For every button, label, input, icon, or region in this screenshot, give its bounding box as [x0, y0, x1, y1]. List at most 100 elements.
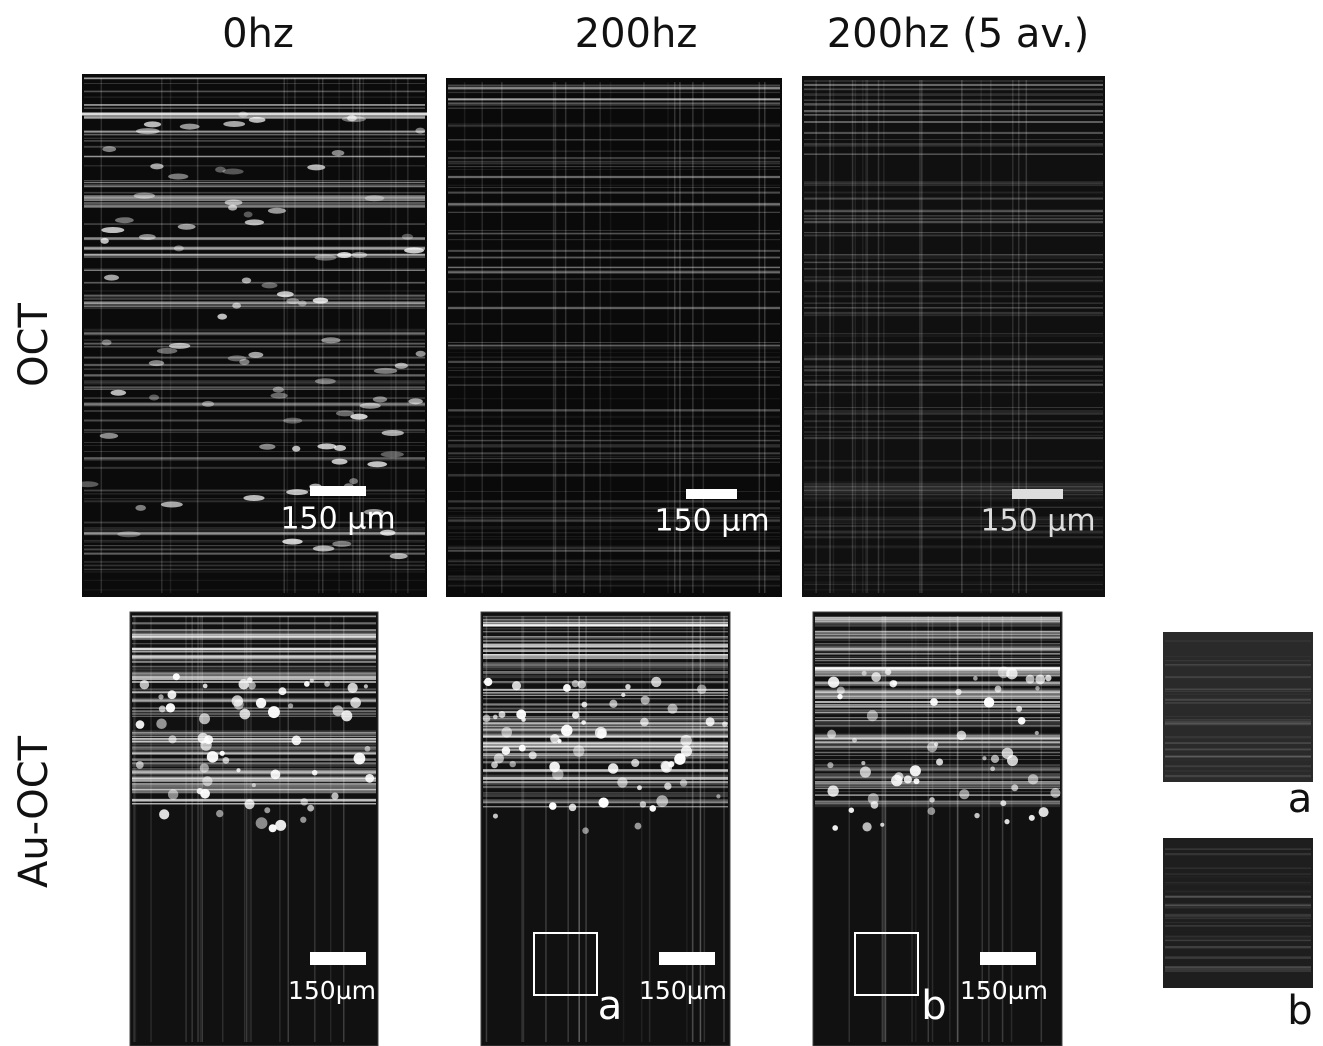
texture-dot: [674, 753, 686, 765]
texture-dot: [1035, 686, 1039, 690]
texture-dot: [277, 291, 294, 297]
texture-dot: [307, 805, 314, 812]
texture-dot: [572, 680, 579, 687]
texture-dot: [373, 396, 387, 402]
texture-dot: [292, 736, 302, 746]
texture-dot: [268, 706, 280, 718]
texture-dot: [995, 686, 1002, 693]
texture-dot: [621, 693, 625, 697]
texture-dot: [640, 801, 646, 807]
texture-dot: [891, 775, 903, 787]
texture-dot: [244, 211, 253, 217]
texture-dot: [837, 686, 845, 694]
texture-dot: [310, 678, 314, 682]
texture-dot: [336, 410, 354, 416]
texture-dot: [161, 502, 183, 508]
texture-dot: [502, 747, 511, 756]
texture-dot: [252, 783, 256, 787]
texture-dot: [248, 352, 263, 358]
texture-dot: [271, 393, 288, 399]
texture-dot: [904, 775, 912, 783]
texture-dot: [550, 734, 559, 743]
texture-dot: [134, 193, 155, 199]
texture-dot: [664, 782, 671, 789]
texture-dot: [1045, 675, 1051, 681]
texture-dot: [1039, 807, 1049, 817]
texture-dot: [168, 174, 188, 180]
texture-dot: [1026, 675, 1035, 684]
texture-dot: [115, 217, 134, 223]
scale-label: 150 µm: [654, 504, 769, 539]
texture-dot: [136, 761, 144, 769]
texture-dot: [990, 766, 995, 771]
texture-dot: [957, 731, 967, 741]
texture-dot: [264, 807, 270, 813]
texture-dot: [1028, 774, 1038, 784]
texture-dot: [100, 238, 108, 244]
texture-dot: [404, 247, 424, 253]
texture-dot: [861, 761, 865, 765]
texture-dot: [273, 387, 284, 393]
texture-dot: [892, 681, 897, 686]
texture-dot: [868, 793, 879, 804]
texture-dot: [837, 694, 842, 699]
texture-dot: [860, 767, 871, 778]
texture-dot: [862, 822, 871, 831]
texture-dot: [136, 128, 160, 134]
texture-dot: [974, 813, 979, 818]
texture-dot: [283, 418, 302, 424]
inset-label: a: [1288, 776, 1313, 822]
texture-dot: [234, 700, 244, 710]
texture-dot: [529, 751, 537, 759]
texture-dot: [880, 823, 884, 827]
texture-dot: [200, 763, 209, 772]
texture-dot: [236, 768, 240, 772]
texture-dot: [483, 715, 491, 723]
texture-dot: [1035, 731, 1039, 735]
texture-dot: [382, 430, 404, 436]
texture-dot: [1000, 800, 1006, 806]
texture-dot: [245, 219, 264, 225]
texture-dot: [982, 756, 986, 760]
texture-dot: [173, 673, 180, 680]
texture-dot: [228, 355, 247, 361]
texture-dot: [395, 363, 408, 369]
texture-dot: [111, 390, 126, 396]
texture-dot: [216, 810, 223, 817]
texture-dot: [166, 703, 175, 712]
texture-dot: [288, 703, 293, 708]
texture-dot: [202, 776, 212, 786]
texture-dot: [640, 718, 649, 727]
texture-dot: [292, 446, 300, 452]
texture-dot: [1004, 819, 1009, 824]
texture-dot: [936, 758, 943, 765]
image-panel: [1163, 632, 1313, 782]
texture-dot: [390, 553, 408, 559]
texture-dot: [617, 777, 627, 787]
texture-dot: [157, 348, 177, 354]
texture-dot: [168, 789, 178, 799]
image-texture: [77, 74, 1313, 1046]
texture-dot: [200, 739, 211, 750]
texture-dot: [350, 697, 361, 708]
texture-dot: [332, 150, 345, 156]
texture-dot: [415, 128, 425, 134]
texture-dot: [381, 451, 404, 457]
roi-label: b: [921, 983, 946, 1029]
texture-dot: [360, 403, 381, 409]
texture-dot: [365, 195, 385, 201]
texture-dot: [144, 121, 161, 127]
texture-dot: [910, 765, 921, 776]
texture-dot: [984, 697, 994, 707]
texture-dot: [959, 789, 969, 799]
texture-dot: [955, 689, 961, 695]
texture-dot: [608, 763, 619, 774]
image-panel: [1163, 838, 1313, 988]
texture-dot: [641, 696, 650, 705]
texture-dot: [706, 717, 715, 726]
texture-dot: [102, 340, 112, 346]
texture-dot: [104, 275, 119, 281]
texture-dot: [268, 208, 286, 214]
texture-dot: [680, 779, 687, 786]
texture-dot: [174, 245, 184, 251]
